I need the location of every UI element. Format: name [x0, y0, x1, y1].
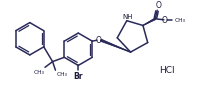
Text: NH: NH: [123, 14, 133, 20]
Text: CH₃: CH₃: [34, 69, 44, 74]
Text: CH₃: CH₃: [174, 18, 185, 23]
Text: CH₃: CH₃: [56, 71, 67, 76]
Text: O: O: [96, 36, 102, 45]
Text: Br: Br: [74, 71, 83, 80]
Text: HCl: HCl: [159, 65, 174, 74]
Polygon shape: [143, 19, 156, 26]
Polygon shape: [100, 40, 131, 53]
Text: O: O: [155, 1, 161, 10]
Text: O: O: [162, 16, 168, 25]
